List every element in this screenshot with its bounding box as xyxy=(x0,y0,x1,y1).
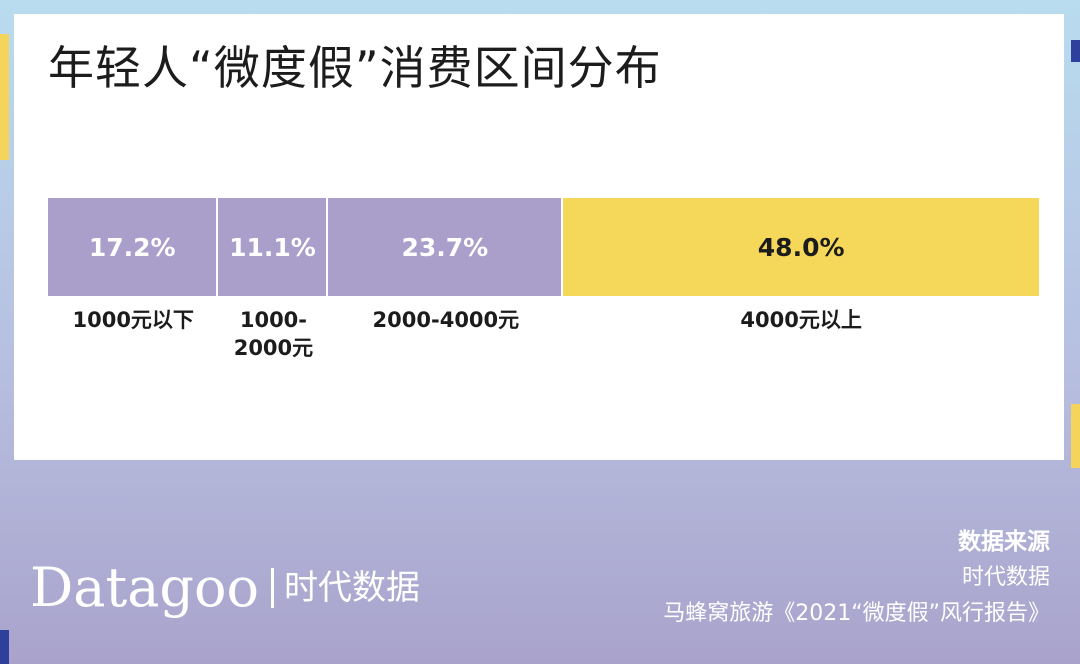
right-blue-stripe xyxy=(1071,40,1080,62)
left-yellow-stripe xyxy=(0,34,9,160)
logo-wordmark: Datagoo xyxy=(30,556,259,619)
category-label-line: 2000-4000元 xyxy=(372,308,520,332)
right-yellow-stripe xyxy=(1071,404,1080,468)
bar-segment-3: 23.7% xyxy=(328,198,564,296)
category-label-line: 2000元 xyxy=(233,336,314,360)
category-label-2: 1000- 2000元 xyxy=(218,306,328,362)
category-label-4: 4000元以上 xyxy=(563,306,1039,334)
logo-divider xyxy=(270,568,274,608)
chart-title: 年轻人“微度假”消费区间分布 xyxy=(48,41,662,95)
category-label-line: 1000- xyxy=(239,308,308,332)
source-publisher: 时代数据 xyxy=(961,565,1050,590)
brand-logo: Datagoo 时代数据 xyxy=(30,556,420,620)
logo-chinese-name: 时代数据 xyxy=(283,568,420,608)
left-blue-stripe xyxy=(0,630,9,664)
source-heading: 数据来源 xyxy=(958,529,1050,555)
bar-segment-2: 11.1% xyxy=(218,198,329,296)
category-label-line: 4000元以上 xyxy=(740,308,862,332)
bar-segment-1: 17.2% xyxy=(48,198,219,296)
source-block: 数据来源 时代数据 马蜂窝旅游《2021“微度假”风行报告》 xyxy=(663,524,1050,632)
source-report: 马蜂窝旅游《2021“微度假”风行报告》 xyxy=(663,601,1050,626)
category-label-3: 2000-4000元 xyxy=(328,306,563,334)
bar-value-label: 23.7% xyxy=(401,232,489,262)
bar-value-label: 11.1% xyxy=(229,232,316,262)
stacked-bar: 17.2% 11.1% 23.7% 48.0% xyxy=(48,198,1039,296)
bar-segment-4: 48.0% xyxy=(563,198,1039,296)
bar-value-label: 48.0% xyxy=(757,232,845,262)
bar-value-label: 17.2% xyxy=(88,232,176,262)
category-label-1: 1000元以下 xyxy=(48,306,218,334)
category-label-line: 1000元以下 xyxy=(72,308,194,332)
